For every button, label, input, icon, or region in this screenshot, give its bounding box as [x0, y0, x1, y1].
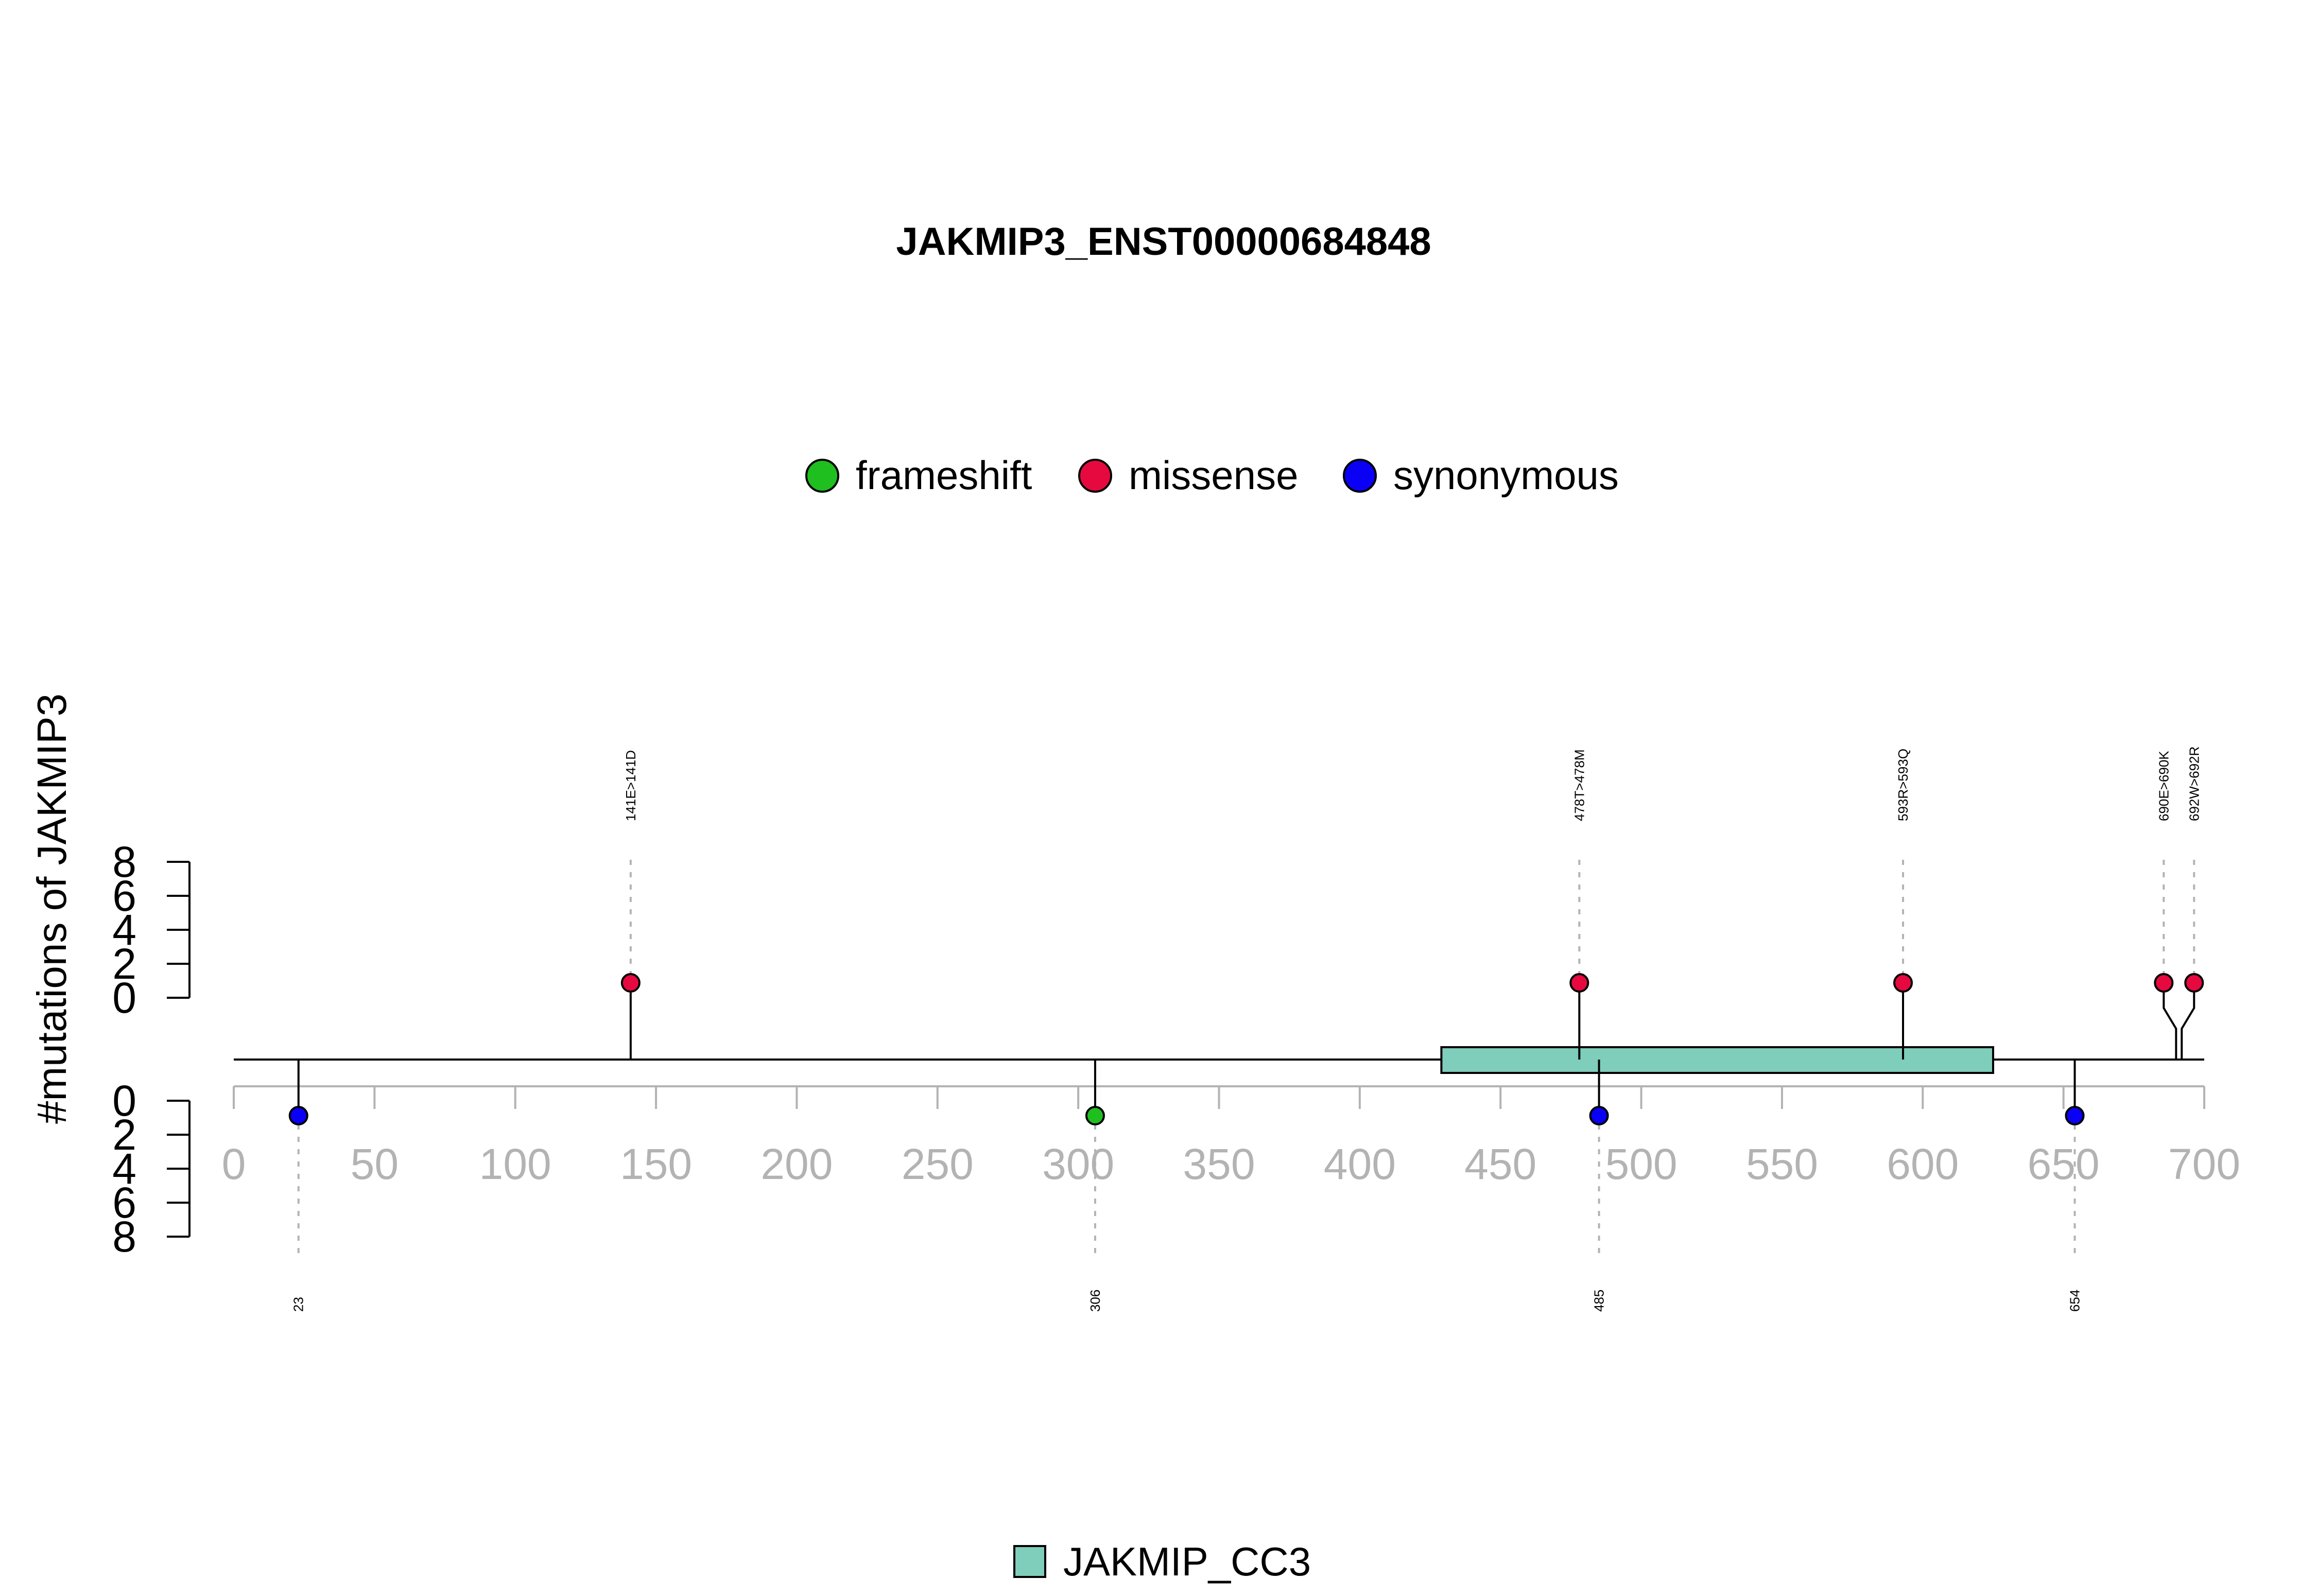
y-tick-label-bottom-8: 8	[112, 1212, 136, 1261]
legend-label-missense: missense	[1129, 453, 1298, 498]
x-tick-label-200: 200	[760, 1140, 833, 1188]
domain-legend: JAKMIP_CC3	[1013, 1539, 1311, 1584]
mutation-head-478	[1569, 973, 1589, 993]
y-tick-label-bottom-0: 0	[112, 1077, 136, 1125]
mutation-top-141: 141E>141D	[620, 750, 641, 1060]
mutation-head-141	[620, 973, 641, 993]
y-tick-label-bottom-6: 6	[112, 1178, 136, 1227]
mutation-label-141: 141E>141D	[623, 750, 638, 821]
mutation-label-692: 692W>692R	[2186, 747, 2202, 821]
domain-legend-label-JAKMIP_CC3: JAKMIP_CC3	[1063, 1539, 1311, 1584]
mutation-top-692: 692W>692R	[2181, 747, 2204, 1060]
y-tick-label-bottom-4: 4	[112, 1144, 136, 1193]
mutation-label-485: 485	[1592, 1290, 1607, 1312]
domains	[1440, 1046, 1994, 1074]
mutation-bottom-485: 485	[1589, 1060, 1609, 1312]
legend-marker-synonymous	[1343, 459, 1377, 493]
mutation-head-692	[2184, 973, 2204, 993]
x-tick-label-50: 50	[351, 1140, 399, 1188]
mutation-bottom-654: 654	[2065, 1060, 2085, 1312]
mutation-label-690: 690E>690K	[2156, 751, 2171, 821]
x-tick-label-650: 650	[2028, 1140, 2100, 1188]
x-tick-label-500: 500	[1605, 1140, 1677, 1188]
mutation-stem-692	[2181, 983, 2195, 1060]
legend-entry-synonymous: synonymous	[1343, 453, 1619, 498]
y-axis-label: #mutations of JAKMIP3	[29, 693, 75, 1124]
legend-marker-missense	[1078, 459, 1112, 493]
mutation-head-23	[288, 1106, 308, 1125]
mutations: 141E>141D 478T>478M 593R>593Q 690E>690K 692W…	[288, 747, 2204, 1312]
legend-entry-frameshift: frameshift	[805, 453, 1032, 498]
legend-label-synonymous: synonymous	[1393, 453, 1619, 498]
x-tick-label-0: 0	[222, 1140, 246, 1188]
y-tick-label-top-4: 4	[112, 906, 136, 954]
y-tick-label-top-6: 6	[112, 872, 136, 920]
x-tick-label-250: 250	[902, 1140, 974, 1188]
y-tick-label-top-8: 8	[112, 838, 136, 886]
x-tick-label-100: 100	[479, 1140, 551, 1188]
x-tick-label-700: 700	[2168, 1140, 2240, 1188]
mutation-top-593: 593R>593Q	[1893, 749, 1913, 1060]
mutation-label-593: 593R>593Q	[1895, 749, 1911, 821]
chart-title: JAKMIP3_ENST00000684848	[896, 220, 1431, 264]
y-tick-label-bottom-2: 2	[112, 1111, 136, 1159]
legend-entry-missense: missense	[1078, 453, 1298, 498]
domain-legend-entry-JAKMIP_CC3: JAKMIP_CC3	[1013, 1539, 1311, 1584]
x-tick-label-350: 350	[1183, 1140, 1255, 1188]
mutation-head-306	[1085, 1106, 1105, 1125]
legend: frameshift missense synonymous	[805, 453, 1619, 498]
x-tick-label-300: 300	[1042, 1140, 1114, 1188]
y-axis-label-group: #mutations of JAKMIP3	[29, 693, 75, 1124]
mutation-head-654	[2065, 1106, 2085, 1125]
mutation-label-478: 478T>478M	[1571, 750, 1587, 821]
mutation-head-593	[1893, 973, 1913, 993]
mutation-top-690: 690E>690K	[2154, 751, 2177, 1060]
mutation-head-485	[1589, 1106, 1609, 1125]
x-axis: 0 50 100 150 200 250 300 350 400 450 500 550 600 650 7…	[222, 1085, 2240, 1188]
x-tick-label-600: 600	[1887, 1140, 1959, 1188]
x-tick-label-550: 550	[1746, 1140, 1818, 1188]
mutation-top-478: 478T>478M	[1569, 750, 1589, 1060]
mutation-bottom-306: 306	[1085, 1060, 1105, 1312]
domain-JAKMIP_CC3	[1440, 1046, 1994, 1074]
y-tick-label-top-0: 0	[112, 974, 136, 1022]
mutation-stem-690	[2163, 983, 2177, 1060]
domain-legend-swatch-JAKMIP_CC3	[1013, 1545, 1046, 1578]
mutation-label-654: 654	[2067, 1290, 2083, 1312]
x-tick-label-400: 400	[1324, 1140, 1396, 1188]
x-tick-label-150: 150	[620, 1140, 692, 1188]
mutation-label-23: 23	[291, 1297, 306, 1312]
legend-label-frameshift: frameshift	[856, 453, 1032, 498]
mutation-bottom-23: 23	[288, 1060, 308, 1312]
mutation-label-306: 306	[1087, 1290, 1103, 1312]
legend-marker-frameshift	[805, 459, 839, 493]
x-tick-label-450: 450	[1464, 1140, 1536, 1188]
y-tick-label-top-2: 2	[112, 940, 136, 988]
mutation-head-690	[2154, 973, 2174, 993]
